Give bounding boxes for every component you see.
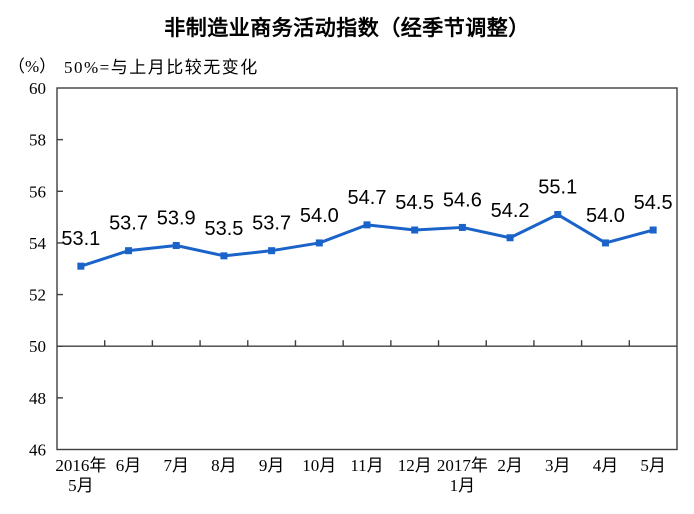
x-axis-category-label: 5月 — [640, 456, 666, 475]
y-axis-tick-label: 48 — [29, 389, 46, 408]
x-axis-category-label: 8月 — [211, 456, 237, 475]
y-axis-tick-label: 46 — [29, 441, 46, 460]
data-point-label: 55.1 — [538, 177, 577, 199]
x-axis-category-label: 2月 — [497, 456, 523, 475]
data-point-label: 54.5 — [395, 192, 434, 214]
x-axis-category-label: 10月 — [302, 456, 336, 475]
y-axis-unit-label: （%） — [8, 57, 57, 76]
data-point-marker — [554, 211, 562, 219]
y-axis-tick-label: 54 — [29, 234, 47, 253]
x-axis-category-label: 12月 — [398, 456, 432, 475]
data-point-label: 53.7 — [252, 213, 291, 235]
data-point-label: 54.0 — [300, 205, 339, 227]
y-axis-tick-label: 52 — [29, 286, 46, 305]
data-point-label: 53.7 — [109, 213, 148, 235]
data-point-marker — [315, 239, 323, 247]
y-axis-tick-label: 56 — [29, 182, 46, 201]
data-point-label: 53.5 — [204, 218, 243, 240]
x-axis-category-label: 4月 — [593, 456, 619, 475]
reference-note: 50%=与上月比较无变化 — [64, 58, 259, 77]
data-point-label: 53.1 — [61, 228, 100, 250]
x-axis-category-label: 5月 — [68, 476, 94, 495]
data-point-label: 54.0 — [586, 205, 625, 227]
data-point-marker — [268, 247, 276, 255]
x-axis-category-label: 11月 — [350, 456, 383, 475]
data-point-marker — [411, 226, 419, 234]
y-axis-tick-label: 60 — [29, 79, 46, 98]
chart-title: 非制造业商务活动指数（经季节调整） — [164, 17, 530, 40]
data-point-label: 53.9 — [157, 208, 196, 230]
x-axis-category-label: 6月 — [116, 456, 142, 475]
plot-area-border — [56, 87, 678, 451]
data-point-label: 54.6 — [443, 189, 482, 211]
data-point-marker — [601, 239, 609, 247]
data-point-marker — [220, 252, 228, 260]
data-point-label: 54.5 — [634, 192, 673, 214]
data-point-marker — [125, 247, 133, 255]
data-point-marker — [77, 262, 85, 270]
x-axis-category-label: 7月 — [163, 456, 189, 475]
x-axis-category-label: 2016年 — [55, 456, 106, 475]
data-point-marker — [172, 242, 180, 250]
x-axis-category-label: 9月 — [259, 456, 285, 475]
x-axis-category-label: 2017年 — [437, 456, 488, 475]
data-point-label: 54.7 — [348, 187, 387, 209]
data-point-marker — [506, 234, 514, 242]
data-point-marker — [363, 221, 371, 229]
data-point-label: 54.2 — [491, 200, 530, 222]
data-point-marker — [649, 226, 657, 234]
y-axis-tick-label: 58 — [29, 131, 46, 150]
data-point-marker — [458, 223, 466, 231]
x-axis-category-label: 1月 — [450, 476, 476, 495]
x-axis-category-label: 3月 — [545, 456, 571, 475]
y-axis-tick-label: 50 — [29, 337, 46, 356]
